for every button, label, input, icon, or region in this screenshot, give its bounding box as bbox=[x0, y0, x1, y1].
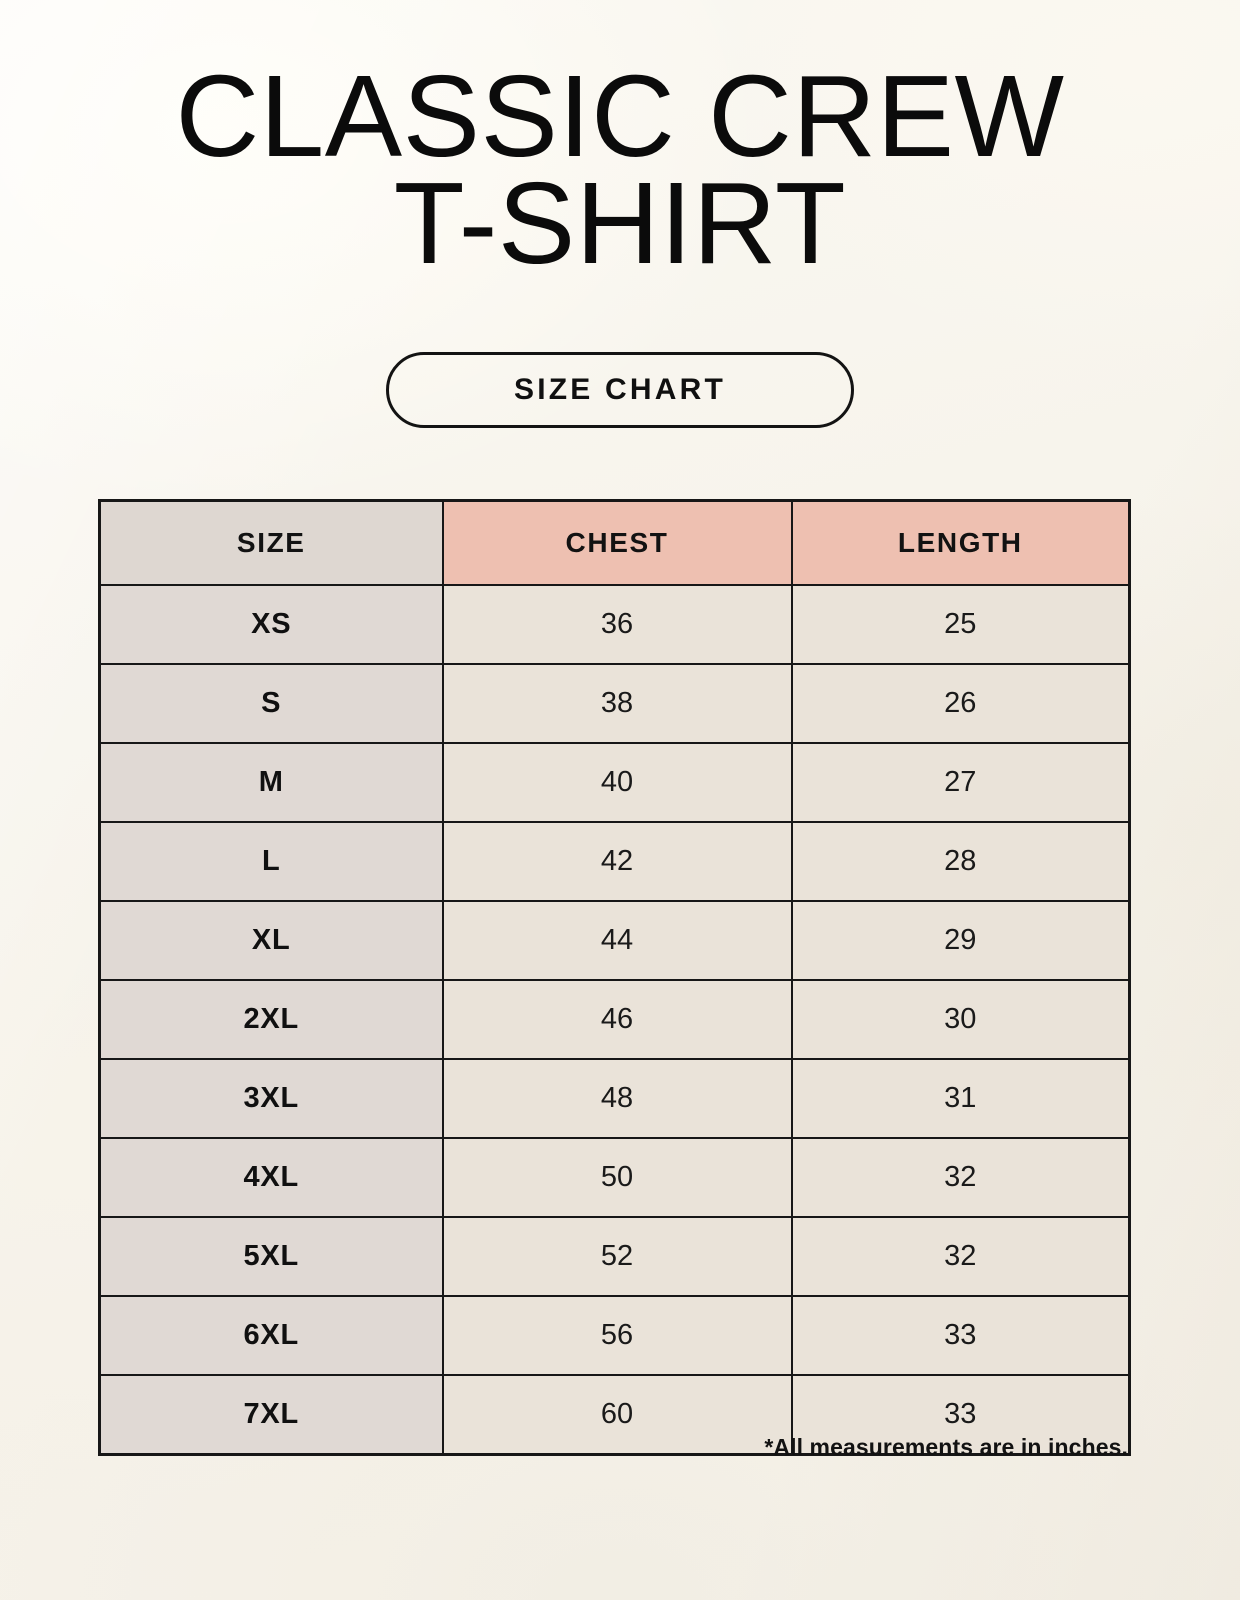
table-row: 4XL 50 32 bbox=[98, 1137, 1131, 1218]
cell-chest: 46 bbox=[441, 979, 793, 1060]
table-row: 3XL 48 31 bbox=[98, 1058, 1131, 1139]
cell-chest: 38 bbox=[441, 663, 793, 744]
table-row: XS 36 25 bbox=[98, 584, 1131, 665]
cell-chest: 52 bbox=[441, 1216, 793, 1297]
table-row: XL 44 29 bbox=[98, 900, 1131, 981]
cell-size: 2XL bbox=[98, 979, 444, 1060]
size-chart-badge: SIZE CHART bbox=[386, 352, 854, 428]
cell-size: 4XL bbox=[98, 1137, 444, 1218]
cell-length: 29 bbox=[790, 900, 1131, 981]
size-chart-table: SIZE CHEST LENGTH XS 36 25 S 38 26 M 40 … bbox=[98, 499, 1131, 1456]
cell-size: XS bbox=[98, 584, 444, 665]
page-title-line-2: T-SHIRT bbox=[393, 158, 847, 288]
table-row: 2XL 46 30 bbox=[98, 979, 1131, 1060]
measurements-footnote: *All measurements are in inches. bbox=[764, 1434, 1128, 1460]
cell-size: S bbox=[98, 663, 444, 744]
cell-size: 5XL bbox=[98, 1216, 444, 1297]
cell-chest: 42 bbox=[441, 821, 793, 902]
column-header-size: SIZE bbox=[98, 499, 444, 586]
cell-chest: 36 bbox=[441, 584, 793, 665]
cell-size: M bbox=[98, 742, 444, 823]
cell-chest: 50 bbox=[441, 1137, 793, 1218]
table-row: 5XL 52 32 bbox=[98, 1216, 1131, 1297]
cell-length: 26 bbox=[790, 663, 1131, 744]
cell-length: 33 bbox=[790, 1295, 1131, 1376]
page-title: CLASSIC CREW T-SHIRT bbox=[0, 51, 1240, 288]
cell-length: 27 bbox=[790, 742, 1131, 823]
table-header-row: SIZE CHEST LENGTH bbox=[98, 499, 1131, 586]
cell-length: 28 bbox=[790, 821, 1131, 902]
cell-length: 25 bbox=[790, 584, 1131, 665]
cell-size: L bbox=[98, 821, 444, 902]
cell-length: 32 bbox=[790, 1216, 1131, 1297]
column-header-length: LENGTH bbox=[790, 499, 1131, 586]
cell-chest: 56 bbox=[441, 1295, 793, 1376]
page-title-line-1: CLASSIC CREW bbox=[175, 51, 1065, 181]
cell-length: 30 bbox=[790, 979, 1131, 1060]
table-row: S 38 26 bbox=[98, 663, 1131, 744]
table-row: M 40 27 bbox=[98, 742, 1131, 823]
cell-size: XL bbox=[98, 900, 444, 981]
cell-size: 3XL bbox=[98, 1058, 444, 1139]
cell-size: 6XL bbox=[98, 1295, 444, 1376]
cell-length: 32 bbox=[790, 1137, 1131, 1218]
column-header-chest: CHEST bbox=[441, 499, 793, 586]
table-row: L 42 28 bbox=[98, 821, 1131, 902]
table-header: SIZE CHEST LENGTH bbox=[98, 499, 1131, 586]
table-row: 6XL 56 33 bbox=[98, 1295, 1131, 1376]
cell-chest: 48 bbox=[441, 1058, 793, 1139]
cell-chest: 40 bbox=[441, 742, 793, 823]
cell-chest: 44 bbox=[441, 900, 793, 981]
cell-length: 31 bbox=[790, 1058, 1131, 1139]
table-body: XS 36 25 S 38 26 M 40 27 L 42 28 XL 44 bbox=[98, 584, 1131, 1456]
badge-container: SIZE CHART bbox=[0, 352, 1240, 428]
